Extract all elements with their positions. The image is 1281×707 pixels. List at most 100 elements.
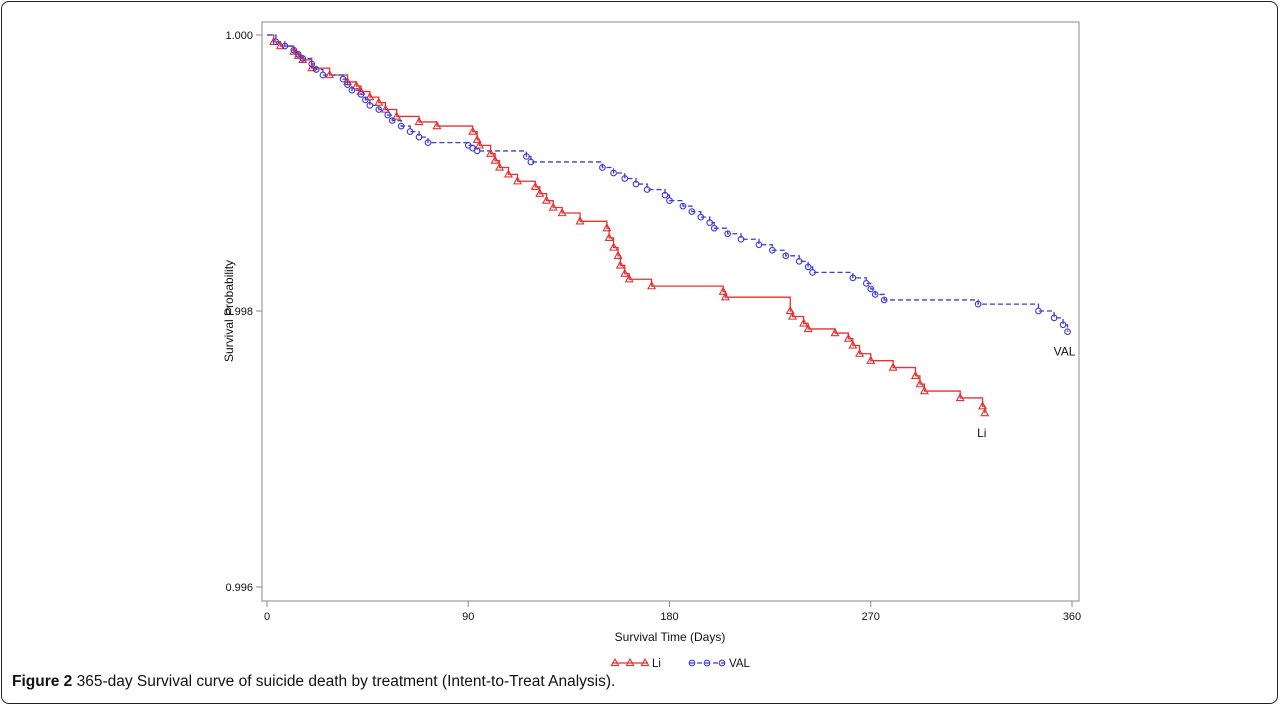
triangle-marker (474, 140, 484, 149)
circle-marker (710, 224, 718, 232)
triangle-marker (289, 46, 299, 55)
circle-marker (755, 241, 763, 249)
circle-marker (272, 38, 280, 46)
triangle-marker (380, 104, 391, 113)
triangle-marker (374, 97, 384, 106)
triangle-marker (486, 148, 496, 157)
x-tick-label: 90 (462, 611, 474, 623)
triangle-marker (613, 250, 623, 259)
triangle-marker (293, 50, 303, 59)
triangle-marker (557, 207, 567, 217)
x-tick-label: 360 (1063, 611, 1081, 623)
triangle-marker (785, 305, 795, 315)
circle-marker (290, 46, 298, 54)
circle-marker (527, 158, 535, 166)
triangle-marker (615, 260, 625, 269)
circle-marker (974, 300, 982, 308)
triangle-marker (604, 232, 614, 242)
circle-marker (769, 246, 776, 254)
circle-marker (1064, 328, 1071, 336)
triangle-marker (888, 362, 898, 371)
triangle-marker (503, 169, 514, 178)
circle-marker (415, 133, 423, 141)
circle-marker (397, 122, 405, 130)
triangle-marker (610, 657, 620, 667)
triangle-marker (609, 242, 619, 251)
triangle-marker (468, 126, 478, 135)
circle-marker (679, 202, 687, 210)
circle-marker (294, 50, 302, 58)
triangle-marker (830, 327, 840, 337)
circle-marker (281, 42, 289, 50)
circle-marker (849, 274, 857, 282)
triangle-marker (640, 657, 650, 667)
series-end-labels: Li VAL (977, 345, 1076, 440)
y-axis-label: Survival Probability (222, 260, 236, 362)
circle-marker (384, 111, 392, 119)
circle-marker (880, 296, 888, 304)
circle-marker (1059, 321, 1067, 329)
circle-marker (610, 169, 617, 177)
triangle-marker (843, 333, 853, 342)
circle-marker (737, 235, 745, 243)
circle-marker (388, 117, 396, 124)
end-label-li: Li (977, 426, 986, 440)
y-tick-label: 0.996 (225, 582, 253, 594)
x-tick-label: 270 (862, 611, 880, 623)
circle-marker (666, 197, 673, 204)
y-tick-label: 1.000 (225, 30, 253, 42)
end-label-val: VAL (1054, 345, 1076, 359)
circle-marker (299, 55, 307, 62)
circle-marker (632, 180, 640, 188)
triangle-marker (718, 286, 728, 295)
triangle-marker (548, 202, 558, 211)
triangle-marker (625, 657, 635, 667)
triangle-marker (342, 76, 353, 86)
triangle-marker (575, 216, 585, 225)
triangle-marker (978, 401, 988, 410)
legend-label: Li (652, 658, 661, 670)
legend: Li VAL (610, 657, 750, 670)
triangle-marker (855, 348, 865, 357)
triangle-marker (955, 392, 965, 402)
circle-marker (424, 139, 432, 146)
circle-marker (344, 81, 351, 89)
figure-caption: Figure 2 365-day Survival curve of suici… (12, 673, 615, 691)
circle-marker (688, 208, 696, 215)
legend-item-val: VAL (688, 658, 750, 670)
triangle-marker (980, 407, 990, 417)
circle-marker (406, 128, 414, 135)
circle-marker (599, 164, 606, 171)
triangle-marker (799, 318, 809, 327)
triangle-marker (602, 223, 612, 232)
triangle-marker (535, 188, 545, 197)
circle-marker (862, 280, 870, 287)
triangle-marker (512, 176, 522, 185)
triangle-marker (307, 62, 317, 72)
circle-marker (375, 106, 383, 113)
circle-marker (782, 252, 790, 260)
circle-marker (473, 147, 481, 155)
triangle-marker (414, 116, 424, 126)
circle-marker (724, 230, 731, 238)
triangle-marker (624, 274, 634, 283)
triangle-marker (298, 54, 308, 63)
circle-marker (348, 86, 356, 94)
plot-area (261, 21, 1080, 602)
circle-marker (867, 285, 875, 293)
triangle-marker (392, 111, 402, 120)
figure-caption-text: 365-day Survival curve of suicide death … (76, 673, 616, 690)
circle-marker (1035, 307, 1042, 315)
circle-marker (366, 102, 374, 109)
x-axis-label: Survival Time (Days) (615, 630, 726, 644)
x-axis-ticks: 0 90 180 270 360 (264, 601, 1081, 623)
triangle-marker (720, 292, 730, 301)
triangle-marker (325, 69, 335, 79)
triangle-marker (490, 155, 500, 164)
figure-caption-label: Figure 2 (12, 673, 73, 690)
triangle-marker (541, 195, 552, 204)
triangle-marker (356, 86, 366, 95)
triangle-marker (472, 134, 482, 144)
triangle-marker (787, 311, 798, 320)
